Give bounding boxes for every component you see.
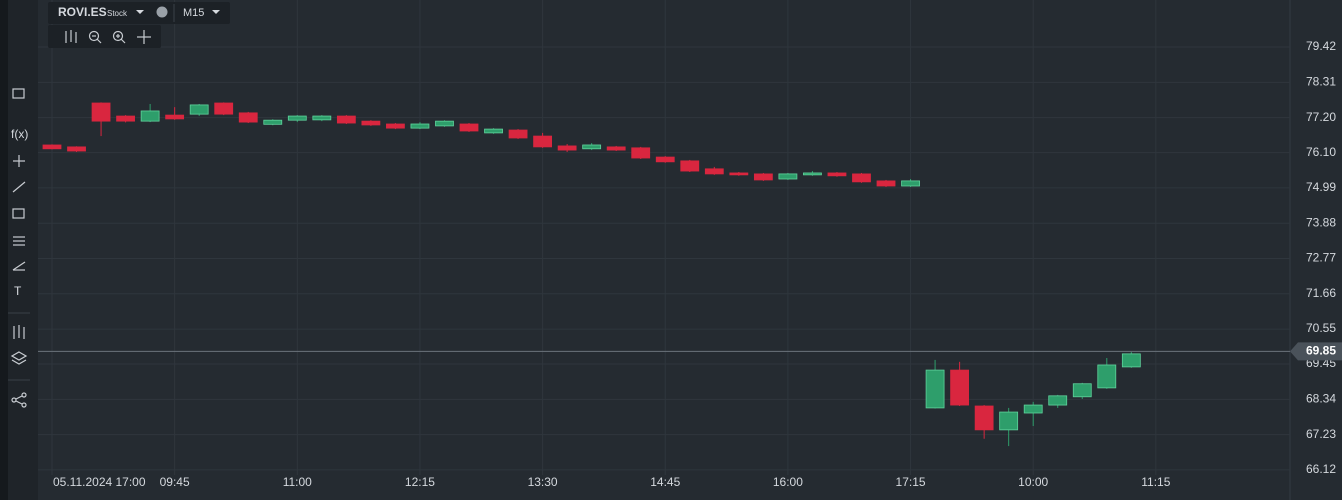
x-tick-label: 13:30: [528, 475, 558, 489]
candle-body: [1023, 404, 1043, 414]
y-tick-label: 71.66: [1306, 286, 1336, 300]
candle-body: [999, 411, 1019, 431]
pitchfork-tool[interactable]: [12, 261, 26, 271]
candle-body: [435, 120, 454, 127]
candle-body: [336, 115, 356, 124]
chart-type-tool[interactable]: [12, 88, 25, 99]
indicator-tool[interactable]: f(x): [11, 127, 28, 141]
candle-body: [459, 123, 479, 132]
bars-icon[interactable]: [65, 30, 77, 43]
x-tick-label: 05.11.2024 17:00: [53, 475, 146, 489]
x-tick-label: 16:00: [773, 475, 803, 489]
candle-body: [386, 123, 405, 129]
candle-body: [484, 128, 503, 134]
symbol[interactable]: ROVI.ES: [58, 5, 107, 19]
candle-body: [533, 135, 552, 148]
candle-body: [827, 172, 847, 177]
candle-body: [803, 172, 822, 176]
y-tick-label: 70.55: [1306, 321, 1336, 335]
candle-body: [140, 110, 160, 122]
candle-body: [582, 144, 602, 150]
candle-body: [1121, 353, 1141, 368]
candle-body: [189, 104, 209, 115]
candle-body: [631, 147, 651, 159]
candle-body: [214, 102, 234, 115]
candle-body: [287, 115, 307, 121]
share-tool[interactable]: [11, 392, 27, 408]
line-tool[interactable]: [12, 181, 26, 193]
x-tick-label: 11:00: [283, 475, 312, 489]
candle-body: [704, 168, 724, 175]
candle-body: [165, 114, 185, 120]
candle-body: [67, 146, 86, 152]
symbol-dropdown[interactable]: [136, 10, 144, 14]
candle-body: [778, 173, 798, 180]
candle-body: [1097, 364, 1117, 389]
zoom-out-icon[interactable]: [88, 30, 102, 44]
plot-area: [38, 0, 1290, 475]
indicators-tool[interactable]: [13, 325, 25, 339]
candle-body: [312, 115, 332, 121]
y-tick-label: 67.23: [1306, 427, 1336, 441]
candle-body: [238, 112, 258, 123]
layers-tool[interactable]: [10, 351, 28, 365]
left-edge: [0, 0, 8, 500]
candle-body: [729, 172, 749, 176]
y-tick-label: 73.88: [1306, 215, 1336, 229]
candle-body: [950, 369, 970, 406]
x-tick-label: 14:45: [650, 475, 680, 489]
y-tick-label: 74.99: [1306, 180, 1336, 194]
candle-body: [116, 115, 135, 122]
timeframe-dropdown[interactable]: [212, 10, 220, 14]
instrument-type: Stock: [107, 9, 128, 18]
candle-body: [852, 173, 871, 183]
candle-body: [974, 405, 994, 431]
candle-body: [876, 180, 896, 187]
pan-icon[interactable]: [137, 30, 151, 44]
current-price-badge: [1290, 342, 1342, 361]
y-tick-label: 79.42: [1306, 39, 1336, 53]
x-tick-label: 12:15: [405, 475, 435, 489]
candle-body: [753, 173, 773, 181]
candle-body: [263, 119, 283, 125]
y-tick-label: 66.12: [1306, 462, 1336, 476]
candle-body: [508, 129, 528, 139]
current-price-label: 69.85: [1306, 343, 1336, 357]
crosshair-tool[interactable]: [13, 155, 25, 167]
x-tick-label: 17:15: [896, 475, 926, 489]
candle-body: [1072, 383, 1092, 398]
y-tick-label: 68.34: [1306, 392, 1336, 406]
candle-body: [606, 146, 626, 151]
candle-body: [42, 144, 62, 150]
candle-body: [91, 102, 111, 122]
y-tick-label: 76.10: [1306, 145, 1336, 159]
candle-body: [680, 160, 700, 172]
candle-body: [925, 369, 945, 409]
candle-body: [1048, 395, 1068, 406]
fibonacci-tool[interactable]: [13, 236, 25, 246]
y-tick-label: 78.31: [1306, 75, 1336, 89]
y-tick-label: 72.77: [1306, 251, 1336, 265]
x-tick-label: 10:00: [1018, 475, 1048, 489]
candle-body: [410, 123, 430, 129]
candle-body: [901, 180, 920, 187]
info-icon[interactable]: [156, 6, 168, 18]
candle-body: [655, 156, 675, 163]
y-tick-label: 77.20: [1306, 110, 1336, 124]
timeframe[interactable]: M15: [183, 7, 204, 19]
x-tick-label: 09:45: [160, 475, 190, 489]
rectangle-tool[interactable]: [12, 208, 25, 219]
zoom-in-icon[interactable]: [112, 30, 126, 44]
text-tool[interactable]: T: [14, 284, 22, 298]
candle-body: [557, 145, 577, 151]
candle-body: [361, 120, 381, 126]
x-tick-label: 11:15: [1141, 475, 1170, 489]
